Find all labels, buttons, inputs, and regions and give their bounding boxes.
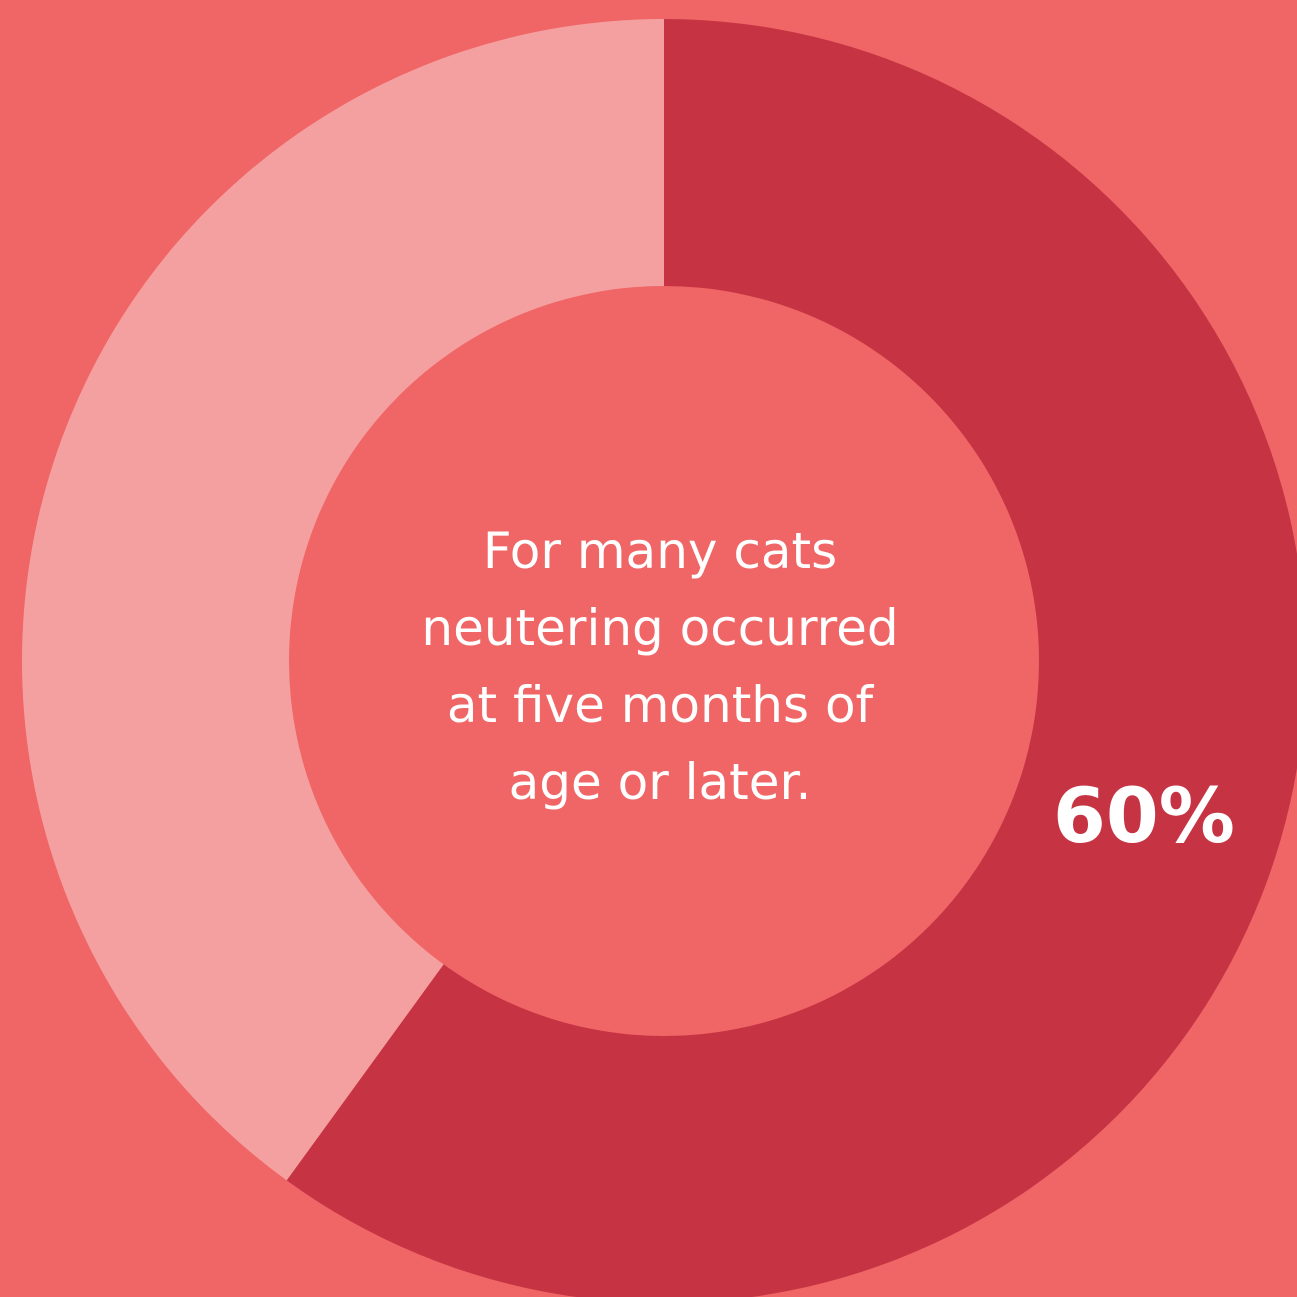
center-text-line: age or later. bbox=[509, 753, 812, 811]
center-text-line: neutering occurred bbox=[421, 599, 898, 657]
center-text-line: For many cats bbox=[483, 522, 837, 580]
center-text: For many cats neutering occurred at five… bbox=[421, 522, 898, 811]
donut-hole bbox=[289, 286, 1039, 1036]
center-text-line: at five months of bbox=[447, 676, 875, 734]
slice-label-60: 60% bbox=[1053, 771, 1235, 860]
